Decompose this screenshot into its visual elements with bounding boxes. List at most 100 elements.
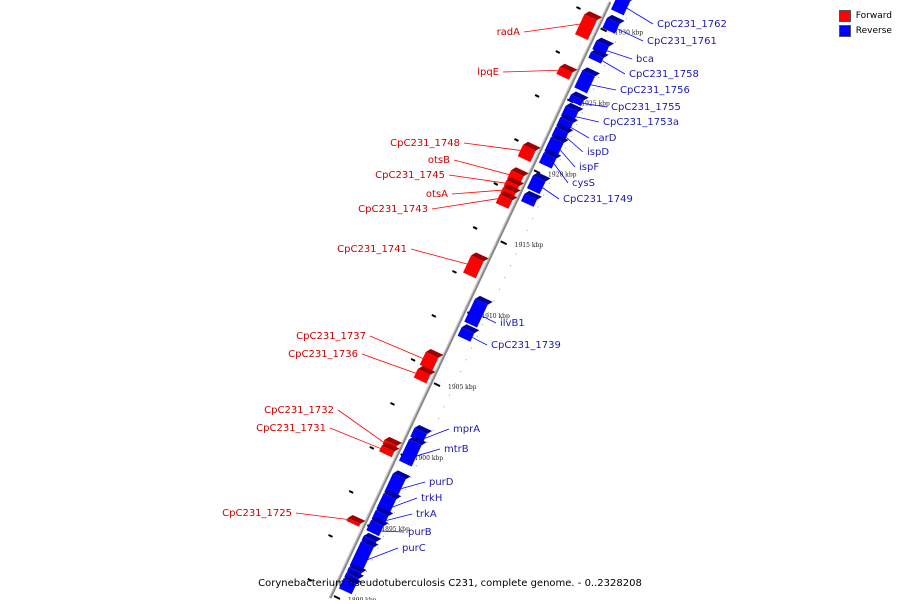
gene-CpC231_1758[interactable]: [588, 48, 609, 64]
gene-label[interactable]: purD: [429, 477, 454, 488]
gene-purB[interactable]: [366, 517, 389, 537]
gene-CpC231_1739[interactable]: [457, 324, 480, 342]
gene-bevel: [523, 141, 541, 151]
gene-CpC231_1737[interactable]: [419, 348, 444, 371]
gene-label[interactable]: CpC231_1758: [629, 69, 699, 80]
gene-label[interactable]: CpC231_1731: [256, 423, 326, 434]
axis-tick: [533, 169, 541, 175]
gene-bevel: [360, 538, 379, 548]
gene-radA[interactable]: [575, 11, 603, 41]
gene-label[interactable]: otsB: [428, 155, 450, 166]
gene-cysS[interactable]: [538, 149, 562, 169]
gene-bevel: [370, 517, 389, 527]
gene-mprA[interactable]: [410, 424, 432, 443]
gene-bevel: [375, 507, 394, 517]
gene-label[interactable]: CpC231_1739: [491, 340, 561, 351]
feature-dash: [555, 50, 561, 54]
gene-leader-line: [590, 84, 617, 91]
gene-purC[interactable]: [349, 538, 379, 572]
axis-tick: [333, 595, 341, 600]
gene-CpC231_1725[interactable]: [346, 514, 366, 527]
feature-dash: [472, 226, 478, 230]
gene-label[interactable]: ispD: [587, 147, 609, 158]
gene-label[interactable]: radA: [497, 27, 521, 38]
gene-lpqE[interactable]: [556, 63, 578, 80]
gene-label[interactable]: lpqE: [477, 67, 499, 78]
gene-bevel: [384, 436, 403, 446]
gene-label[interactable]: mtrB: [444, 444, 469, 455]
gene-body: [574, 70, 595, 94]
gene-bevel: [363, 532, 382, 542]
gene-bevel: [532, 172, 551, 182]
genome-caption: Corynebacterium pseudotuberculosis C231,…: [258, 578, 642, 589]
gene-label[interactable]: CpC231_1755: [611, 102, 681, 113]
gene-label[interactable]: CpC231_1756: [620, 85, 690, 96]
gene-leader-line: [386, 513, 413, 521]
gene-label[interactable]: cysS: [572, 178, 595, 189]
gene-mtrB[interactable]: [398, 436, 427, 467]
gene-bevel: [343, 575, 362, 585]
gene-CpC231_1736[interactable]: [413, 365, 436, 384]
gene-label[interactable]: CpC231_1741: [337, 244, 407, 255]
gene-label[interactable]: bca: [636, 54, 654, 65]
feature-dash: [493, 182, 499, 186]
gene-body: [346, 517, 361, 527]
gene-leader-line: [463, 142, 521, 151]
gene-label[interactable]: CpC231_1736: [288, 349, 358, 360]
gene-label[interactable]: CpC231_1745: [375, 170, 445, 181]
gene-bevel: [346, 569, 364, 579]
gene-label[interactable]: ilvB1: [500, 318, 525, 329]
gene-CpC231_1761[interactable]: [602, 14, 625, 34]
gene-leader-line: [295, 512, 348, 520]
gene-CpC231_1755[interactable]: [568, 91, 589, 107]
gene-label[interactable]: CpC231_1761: [647, 36, 717, 47]
gene-CpC231_1749[interactable]: [526, 172, 551, 195]
gene-bevel: [506, 177, 525, 187]
gene-label[interactable]: CpC231_1732: [264, 405, 334, 416]
gene-label[interactable]: CpC231_1737: [296, 331, 366, 342]
gene-label[interactable]: CpC231_1753a: [603, 117, 679, 128]
gene-leader-line: [361, 353, 416, 374]
gene-CpC231_1731[interactable]: [379, 442, 400, 458]
gene-label[interactable]: purB: [408, 527, 432, 538]
gene-body: [419, 351, 439, 371]
gene-body: [398, 439, 422, 467]
gene-label[interactable]: ispF: [579, 162, 599, 173]
gene-leader-line: [392, 497, 418, 508]
axis-tick-label: 1895 kbp: [381, 526, 410, 533]
feature-dash: [576, 6, 581, 10]
gene-body: [457, 327, 475, 342]
gene-CpC231_1756[interactable]: [574, 67, 600, 94]
gene-bevel: [461, 324, 480, 334]
gene-CpC231_1741[interactable]: [463, 252, 489, 279]
gene-body: [568, 94, 584, 107]
gene-ilvB1[interactable]: [464, 295, 493, 328]
gene-bevel: [511, 167, 529, 177]
gene-CpC231_1743[interactable]: [495, 191, 518, 209]
legend-forward: Forward: [838, 8, 892, 23]
gene-label[interactable]: trkA: [416, 509, 437, 520]
gene-leader-line: [542, 187, 560, 200]
gene-label[interactable]: CpC231_1725: [222, 508, 292, 519]
gene-label[interactable]: mprA: [453, 424, 480, 435]
gene-CpC231_1747[interactable]: [520, 190, 542, 207]
gene-bevel: [550, 134, 569, 144]
gene-bevel: [565, 102, 584, 112]
gene-leader-line: [367, 547, 399, 560]
gene-label[interactable]: CpC231_1743: [358, 204, 428, 215]
gene-label[interactable]: purC: [402, 543, 426, 554]
legend-reverse: Reverse: [838, 23, 892, 38]
gene-purQ[interactable]: [338, 575, 362, 595]
gene-CpC231_1748[interactable]: [517, 141, 541, 163]
gene-label[interactable]: otsA: [426, 189, 448, 200]
backbone-layer: [307, 1, 631, 604]
gene-label[interactable]: CpC231_1762: [657, 19, 727, 30]
gene-label[interactable]: CpC231_1748: [390, 138, 460, 149]
gene-bca[interactable]: [592, 37, 614, 56]
gene-label[interactable]: trkH: [421, 493, 442, 504]
gene-label[interactable]: carD: [593, 133, 617, 144]
gene-CpC231_1762[interactable]: [610, 0, 635, 16]
gene-label[interactable]: CpC231_1749: [563, 194, 633, 205]
gene-body: [338, 578, 357, 595]
gene-body: [517, 144, 536, 163]
